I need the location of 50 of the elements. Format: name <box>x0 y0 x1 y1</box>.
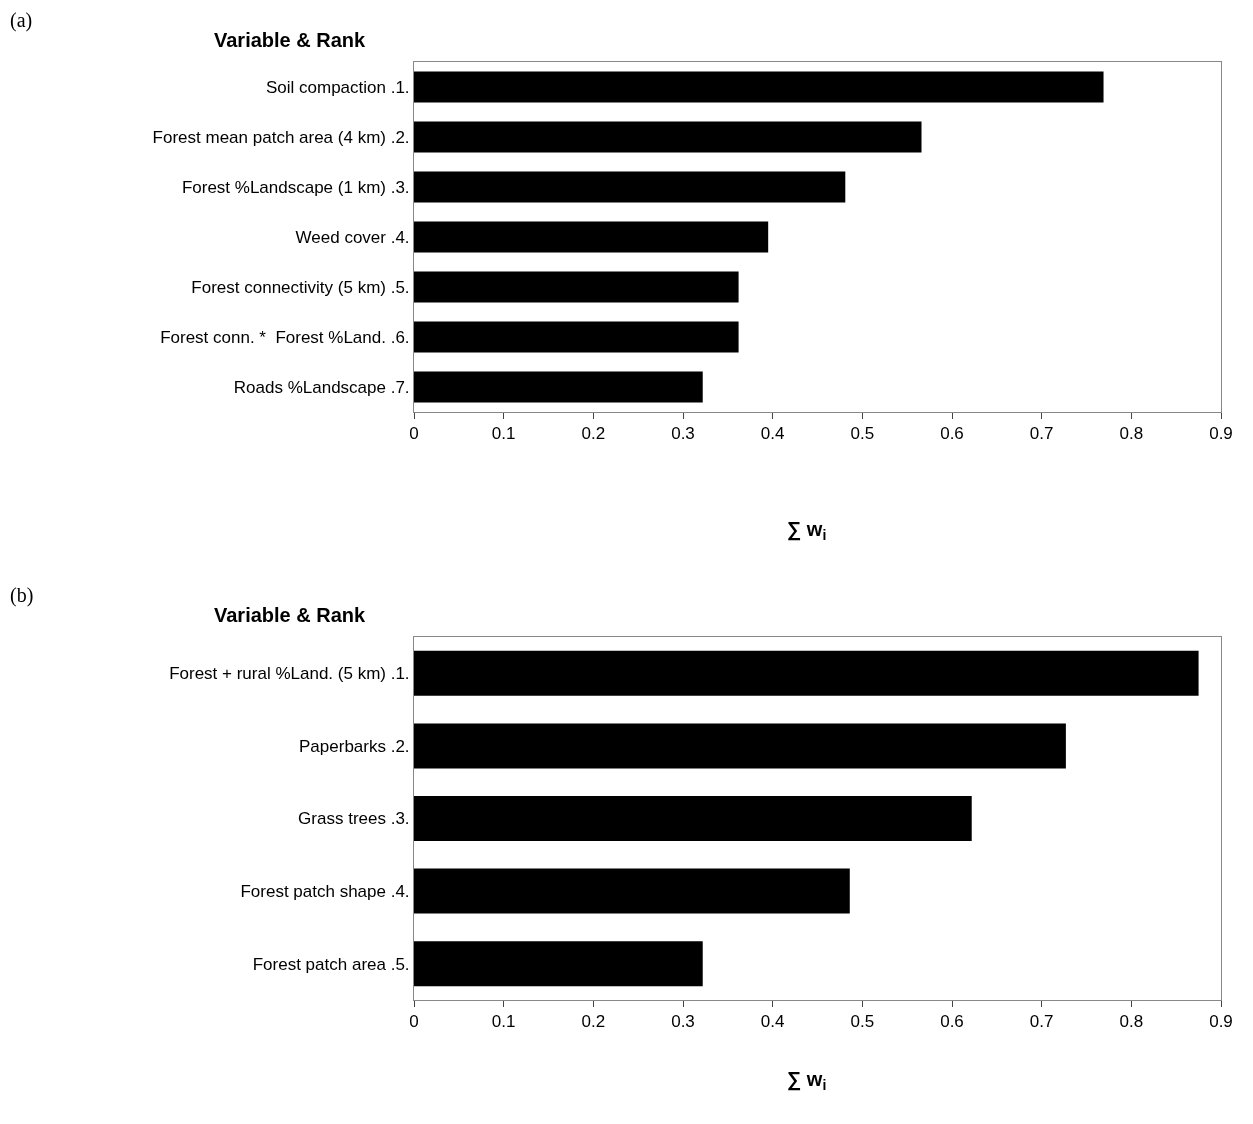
x-tick-label: 0.6 <box>940 1012 964 1032</box>
bar <box>414 371 703 403</box>
bar <box>414 723 1066 769</box>
x-tick-label: 0.9 <box>1209 424 1233 444</box>
x-tick-label: 0.1 <box>491 1012 516 1032</box>
y-axis-title: Variable & Rank <box>214 29 367 51</box>
x-tick-label: 0.4 <box>760 1012 785 1032</box>
y-tick-label: Forest %Landscape (1 km) .3. <box>181 177 410 197</box>
x-tick-label: 0.2 <box>581 424 606 444</box>
y-tick-label: Forest patch shape .4. <box>240 882 410 902</box>
y-tick-label: Forest connectivity (5 km) .5. <box>191 277 410 297</box>
bar <box>414 221 769 253</box>
y-tick-label: Forest + rural %Land. (5 km) .1. <box>169 664 410 684</box>
y-axis-title: Variable & Rank <box>214 604 367 626</box>
x-axis-title: ∑ w$_{i}$ <box>787 1068 827 1094</box>
bar <box>414 121 922 153</box>
x-tick-label: 0.3 <box>671 424 695 444</box>
x-tick-label: 0.4 <box>760 424 785 444</box>
bar <box>414 321 739 353</box>
y-tick-label: Paperbarks .2. <box>299 736 410 756</box>
x-tick-label: 0.5 <box>850 1012 875 1032</box>
x-tick-label: 0.3 <box>671 1012 695 1032</box>
y-tick-label: Weed cover .4. <box>295 227 410 247</box>
y-tick-label: Forest mean patch area (4 km) .2. <box>152 127 410 147</box>
x-axis-title: ∑ w$_{i}$ <box>787 518 827 544</box>
x-tick-label: 0.6 <box>940 424 964 444</box>
bar <box>414 71 1104 103</box>
bar <box>414 171 846 203</box>
x-tick-label: 0 <box>409 424 419 444</box>
x-tick-label: 0.9 <box>1209 1012 1233 1032</box>
text: (a) <box>10 9 33 32</box>
y-tick-label: Forest patch area .5. <box>252 954 410 974</box>
bar <box>414 868 850 914</box>
y-tick-label: Soil compaction .1. <box>265 77 410 97</box>
x-tick-label: 0.2 <box>581 1012 606 1032</box>
bar <box>414 941 703 987</box>
x-tick-label: 0.7 <box>1029 424 1054 444</box>
x-tick-label: 0 <box>409 1012 419 1032</box>
bar <box>414 271 739 303</box>
x-tick-label: 0.8 <box>1119 424 1144 444</box>
text: (b) <box>10 584 34 607</box>
x-tick-label: 0.7 <box>1029 1012 1054 1032</box>
y-tick-label: Roads %Landscape .7. <box>233 377 410 397</box>
x-tick-label: 0.5 <box>850 424 875 444</box>
bar <box>414 795 972 842</box>
x-tick-label: 0.8 <box>1119 1012 1144 1032</box>
bar <box>414 650 1199 696</box>
y-tick-label: Grass trees .3. <box>298 809 410 829</box>
x-tick-label: 0.1 <box>491 424 516 444</box>
y-tick-label: Forest conn. * Forest %Land. .6. <box>160 327 410 347</box>
